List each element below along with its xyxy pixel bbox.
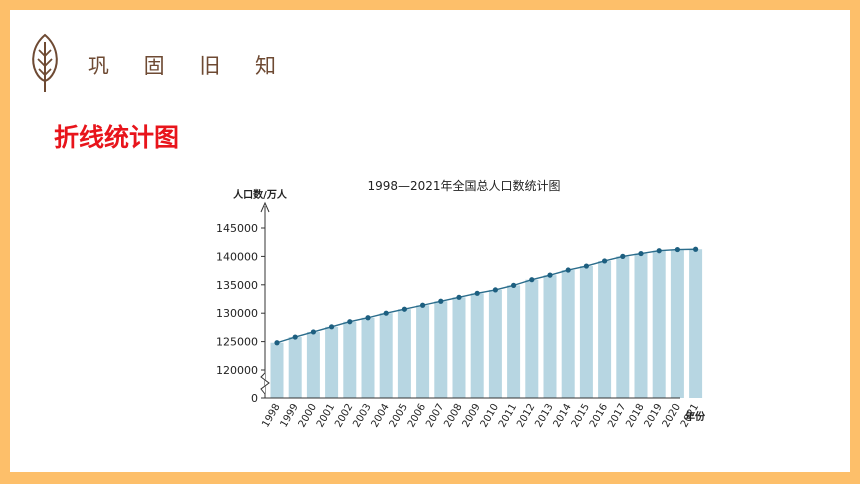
bar bbox=[670, 249, 684, 398]
y-tick-label: 140000 bbox=[216, 250, 258, 263]
bar bbox=[652, 250, 666, 398]
data-point bbox=[674, 246, 681, 253]
bar bbox=[379, 313, 393, 398]
y-axis: 0 120000 125000 130000 135000 140000 145000 bbox=[216, 201, 270, 405]
data-point bbox=[656, 248, 662, 254]
section-title: 巩 固 旧 知 bbox=[88, 54, 291, 78]
population-line-chart: 1998—2021年全国总人口数统计图 人口数/万人 年份 0 120000 125… bbox=[216, 178, 706, 430]
y-tick-label: 0 bbox=[251, 392, 258, 405]
data-point bbox=[365, 315, 371, 321]
slide-frame: 巩 固 旧 知 折线统计图 1998—2021年全国总人口数统计图 人口数/万人… bbox=[10, 10, 850, 472]
y-tick-label: 120000 bbox=[216, 364, 258, 377]
bar bbox=[325, 326, 339, 398]
bar bbox=[561, 270, 575, 398]
bar bbox=[689, 249, 703, 398]
data-point bbox=[511, 282, 517, 288]
bar-series bbox=[270, 249, 703, 398]
bar bbox=[452, 297, 466, 398]
data-point bbox=[474, 290, 480, 296]
data-point bbox=[310, 329, 316, 335]
data-point bbox=[620, 253, 626, 259]
x-axis-label: 年份 bbox=[685, 410, 706, 423]
data-point bbox=[274, 340, 280, 346]
axis-break-mark bbox=[260, 372, 270, 395]
sub-title: 折线统计图 bbox=[54, 123, 180, 152]
x-axis: 1998199920002001200220032004200520062007… bbox=[260, 397, 701, 430]
y-axis-arrow bbox=[260, 201, 270, 213]
bar bbox=[434, 301, 448, 398]
data-point bbox=[420, 302, 426, 308]
data-point bbox=[329, 324, 335, 330]
bar bbox=[598, 260, 612, 398]
bar bbox=[634, 253, 648, 398]
data-point bbox=[565, 267, 571, 273]
bar bbox=[470, 293, 484, 398]
bar bbox=[270, 342, 284, 398]
bar bbox=[616, 256, 630, 398]
bar bbox=[525, 279, 539, 398]
data-point bbox=[529, 277, 535, 283]
data-point bbox=[583, 263, 590, 269]
bar bbox=[343, 321, 357, 398]
bar bbox=[488, 289, 502, 398]
data-point bbox=[292, 334, 298, 340]
leaf-icon bbox=[32, 33, 58, 92]
bar bbox=[416, 305, 430, 398]
bar bbox=[306, 331, 320, 398]
data-point bbox=[492, 287, 498, 293]
y-axis-label: 人口数/万人 bbox=[233, 188, 288, 201]
bar bbox=[288, 337, 302, 398]
line-series bbox=[274, 246, 699, 346]
data-point bbox=[602, 258, 608, 264]
data-point bbox=[638, 250, 644, 257]
series-line bbox=[276, 248, 696, 344]
data-point bbox=[347, 319, 353, 325]
y-tick-label: 135000 bbox=[216, 279, 258, 292]
data-point bbox=[383, 310, 389, 316]
y-tick-label: 125000 bbox=[216, 336, 258, 349]
bar bbox=[361, 317, 375, 398]
chart-title: 1998—2021年全国总人口数统计图 bbox=[367, 178, 560, 193]
data-point bbox=[401, 306, 407, 312]
data-point bbox=[456, 294, 462, 300]
y-tick-label: 130000 bbox=[216, 307, 258, 320]
data-point bbox=[547, 272, 553, 278]
data-point bbox=[438, 298, 444, 304]
y-tick-label: 145000 bbox=[216, 222, 258, 235]
data-point bbox=[693, 246, 699, 252]
bar bbox=[397, 309, 411, 398]
bar bbox=[507, 285, 521, 398]
bar bbox=[543, 275, 557, 398]
bar bbox=[579, 266, 593, 398]
